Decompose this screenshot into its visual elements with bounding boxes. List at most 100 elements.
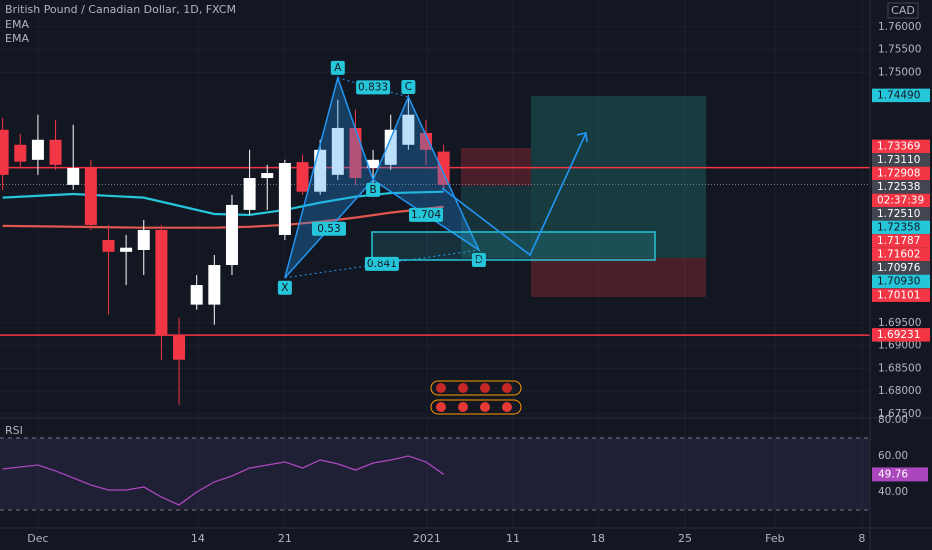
y-tick-label: 1.76000 — [878, 21, 921, 33]
price-label: 1.72538 — [877, 181, 920, 193]
ratio-label: 0.53 — [317, 223, 340, 235]
arrow-head — [576, 132, 588, 143]
price-label-box — [872, 180, 930, 194]
pattern-point-label: X — [281, 282, 288, 294]
price-label: 1.72908 — [877, 168, 920, 180]
candles — [0, 95, 450, 405]
y-tick-label: 1.75000 — [878, 66, 921, 78]
rsi-value-label: 49.76 — [878, 468, 908, 480]
event-icon — [458, 383, 468, 393]
price-label-box — [872, 328, 930, 342]
price-label: 1.72358 — [877, 222, 920, 234]
candle-body — [173, 334, 186, 360]
y-tick-label: 1.69000 — [878, 340, 921, 352]
ratio-box — [311, 221, 346, 236]
price-label-box — [872, 247, 930, 262]
chart-title: British Pound / Canadian Dollar, 1D, FXC… — [5, 3, 236, 16]
candle-body — [314, 149, 327, 192]
price-label: 1.70976 — [877, 262, 921, 274]
event-icon — [480, 402, 490, 412]
lines — [0, 166, 870, 506]
y-tick-label: 1.68000 — [878, 385, 921, 397]
price-label-box — [872, 261, 930, 275]
event-icons — [430, 380, 522, 415]
price-label-box — [872, 220, 930, 235]
candle-body — [208, 265, 221, 305]
candle-body — [155, 229, 168, 335]
rsi-tick-label: 40.00 — [878, 486, 908, 498]
price-label: 02:37:39 — [877, 195, 924, 207]
price-label: 1.72510 — [877, 208, 920, 220]
price-label-box — [872, 88, 930, 103]
candle-body — [437, 151, 450, 185]
x-tick-label: 18 — [591, 532, 605, 545]
x-tick-label: 25 — [678, 532, 692, 545]
event-icon — [458, 402, 468, 412]
rsi-title: RSI — [5, 424, 23, 437]
candle-body — [49, 139, 62, 165]
pattern-point — [330, 60, 345, 75]
ratio-label: 0.841 — [367, 258, 397, 270]
currency-box[interactable] — [887, 2, 919, 19]
price-label: 1.71787 — [877, 235, 920, 247]
event-icon — [502, 402, 512, 412]
candle-body — [120, 247, 133, 252]
x-tick-label: 8 — [858, 532, 865, 545]
rsi-tick-label: 80.00 — [878, 414, 908, 426]
event-row — [430, 380, 522, 396]
long-target — [531, 96, 706, 258]
pattern-point-label: B — [369, 184, 376, 196]
ratio-box — [356, 80, 391, 95]
candle-body — [225, 204, 238, 266]
candle-body — [402, 114, 415, 145]
price-label-box — [872, 193, 930, 208]
price-label: 1.73369 — [877, 141, 920, 153]
price-label: 1.73110 — [877, 154, 920, 166]
price-label: 1.69231 — [877, 329, 920, 341]
pattern-point — [277, 280, 292, 295]
candle-body — [384, 129, 397, 165]
price-label: 1.70930 — [877, 276, 920, 288]
candle-body — [261, 173, 274, 179]
x-tick-label: Dec — [27, 532, 48, 545]
grid — [0, 0, 870, 528]
projection-arrow — [441, 132, 587, 257]
price-label: 1.74490 — [877, 90, 920, 102]
pattern-point-label: A — [334, 62, 342, 74]
candle-body — [296, 162, 309, 192]
price-label-box — [872, 274, 930, 289]
y-tick-label: 1.68500 — [878, 362, 921, 374]
y-tick-label: 1.69500 — [878, 317, 921, 329]
price-label-box — [872, 153, 930, 167]
price-label-box — [872, 234, 930, 248]
candle-body — [278, 163, 291, 235]
axis: Dec 14 21 2021 11 18 25 Feb 8 1.76000 1.75500 1.750… — [27, 21, 930, 545]
x-tick-label: 2021 — [413, 532, 441, 545]
rsi-value-box — [872, 467, 928, 482]
price-label: 1.70101 — [877, 289, 920, 301]
price-label-box — [872, 166, 930, 181]
candle-body — [31, 139, 44, 160]
x-tick-label: 14 — [191, 532, 205, 545]
candle-body — [0, 129, 9, 175]
ratio-label: 0.833 — [358, 81, 388, 93]
event-icon — [502, 383, 512, 393]
indicator-name: EMA — [5, 18, 29, 31]
pattern-point — [366, 182, 381, 197]
currency[interactable]: CAD — [891, 4, 915, 17]
candle-body — [14, 144, 27, 162]
event-row — [430, 399, 522, 415]
rsi-line — [2, 455, 445, 506]
candle-body — [67, 168, 80, 185]
ratio-line — [372, 179, 480, 251]
candle-body — [420, 132, 433, 150]
y-tick-label: 1.67500 — [878, 408, 921, 420]
price-label: 1.71602 — [877, 249, 920, 261]
potential-reversal-zone — [371, 231, 656, 261]
candle-body — [84, 168, 97, 225]
candle-body — [331, 127, 344, 175]
rsi-tick-label: 60.00 — [878, 450, 908, 462]
pattern-point — [401, 79, 416, 94]
price-label-box — [872, 288, 930, 302]
